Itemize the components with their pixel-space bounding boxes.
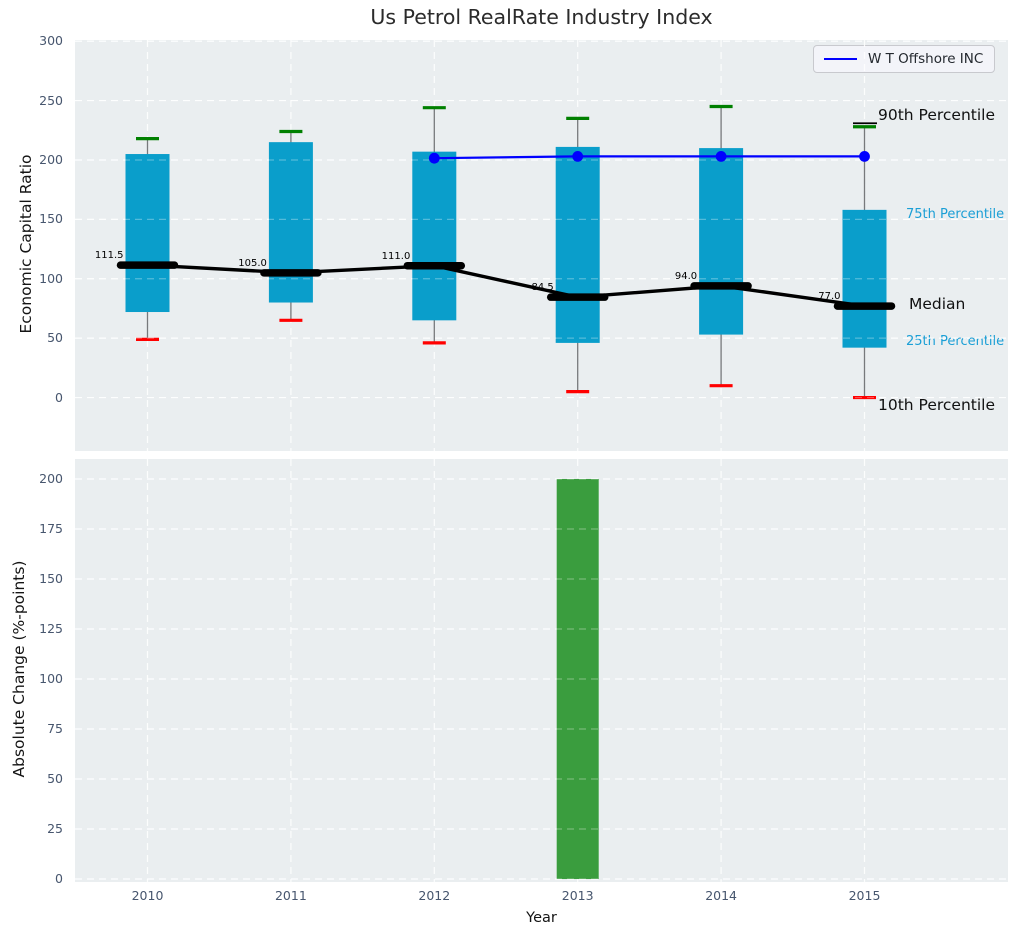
x-axis-label: Year <box>526 910 557 926</box>
top-y-tick-label: 0 <box>55 389 63 405</box>
median-value-label-2010: 111.5 <box>94 250 124 262</box>
legend-label: W T Offshore INC <box>868 51 984 67</box>
bottom-y-tick-label: 25 <box>47 821 63 836</box>
median-value-label-2012: 111.0 <box>381 250 411 262</box>
bottom-y-tick-label: 100 <box>39 671 63 686</box>
bottom-y-tick-label: 50 <box>47 771 63 786</box>
bottom-y-tick-label: 75 <box>47 721 63 736</box>
annotation-median: Median <box>909 295 966 314</box>
top-y-tick-label: 150 <box>39 211 63 227</box>
top-y-tick-label: 250 <box>39 92 63 108</box>
x-tick-label-2011: 2011 <box>274 888 307 903</box>
x-tick-label-2014: 2014 <box>705 888 737 903</box>
median-value-label-2014: 94.0 <box>674 270 698 282</box>
boxplot-panel <box>75 40 1008 451</box>
bottom-y-tick-label: 175 <box>39 521 63 536</box>
bar-panel <box>75 459 1008 882</box>
top-y-tick-label: 50 <box>47 330 63 346</box>
annotation-75th-percentile: 75th Percentile <box>906 206 1005 222</box>
x-tick-label-2015: 2015 <box>848 888 881 903</box>
median-value-label-2013: 84.5 <box>531 282 554 294</box>
legend: W T Offshore INC <box>813 45 996 73</box>
median-value-label-2015: 77.0 <box>818 291 841 303</box>
annotation-90th-percentile: 90th Percentile <box>878 105 996 124</box>
bottom-y-tick-label: 200 <box>39 471 63 486</box>
bottom-y-tick-label: 0 <box>55 871 63 886</box>
top-y-tick-label: 200 <box>39 151 63 167</box>
bottom-y-tick-label: 125 <box>39 621 63 636</box>
annotation-25th-percentile: 25th Percentile <box>906 333 1005 349</box>
top-y-tick-label: 300 <box>39 33 63 49</box>
legend-line-swatch <box>824 58 857 60</box>
chart-title: Us Petrol RealRate Industry Index <box>370 5 713 29</box>
x-tick-label-2010: 2010 <box>131 888 164 903</box>
median-value-label-2011: 105.0 <box>238 257 267 269</box>
bottom-y-tick-label: 150 <box>39 571 63 586</box>
top-y-tick-label: 100 <box>39 270 63 286</box>
x-tick-label-2012: 2012 <box>418 888 451 903</box>
x-tick-label-2013: 2013 <box>561 888 594 903</box>
top-y-axis-label: Economic Capital Ratio <box>17 154 35 334</box>
annotation-10th-percentile: 10th Percentile <box>878 395 996 414</box>
